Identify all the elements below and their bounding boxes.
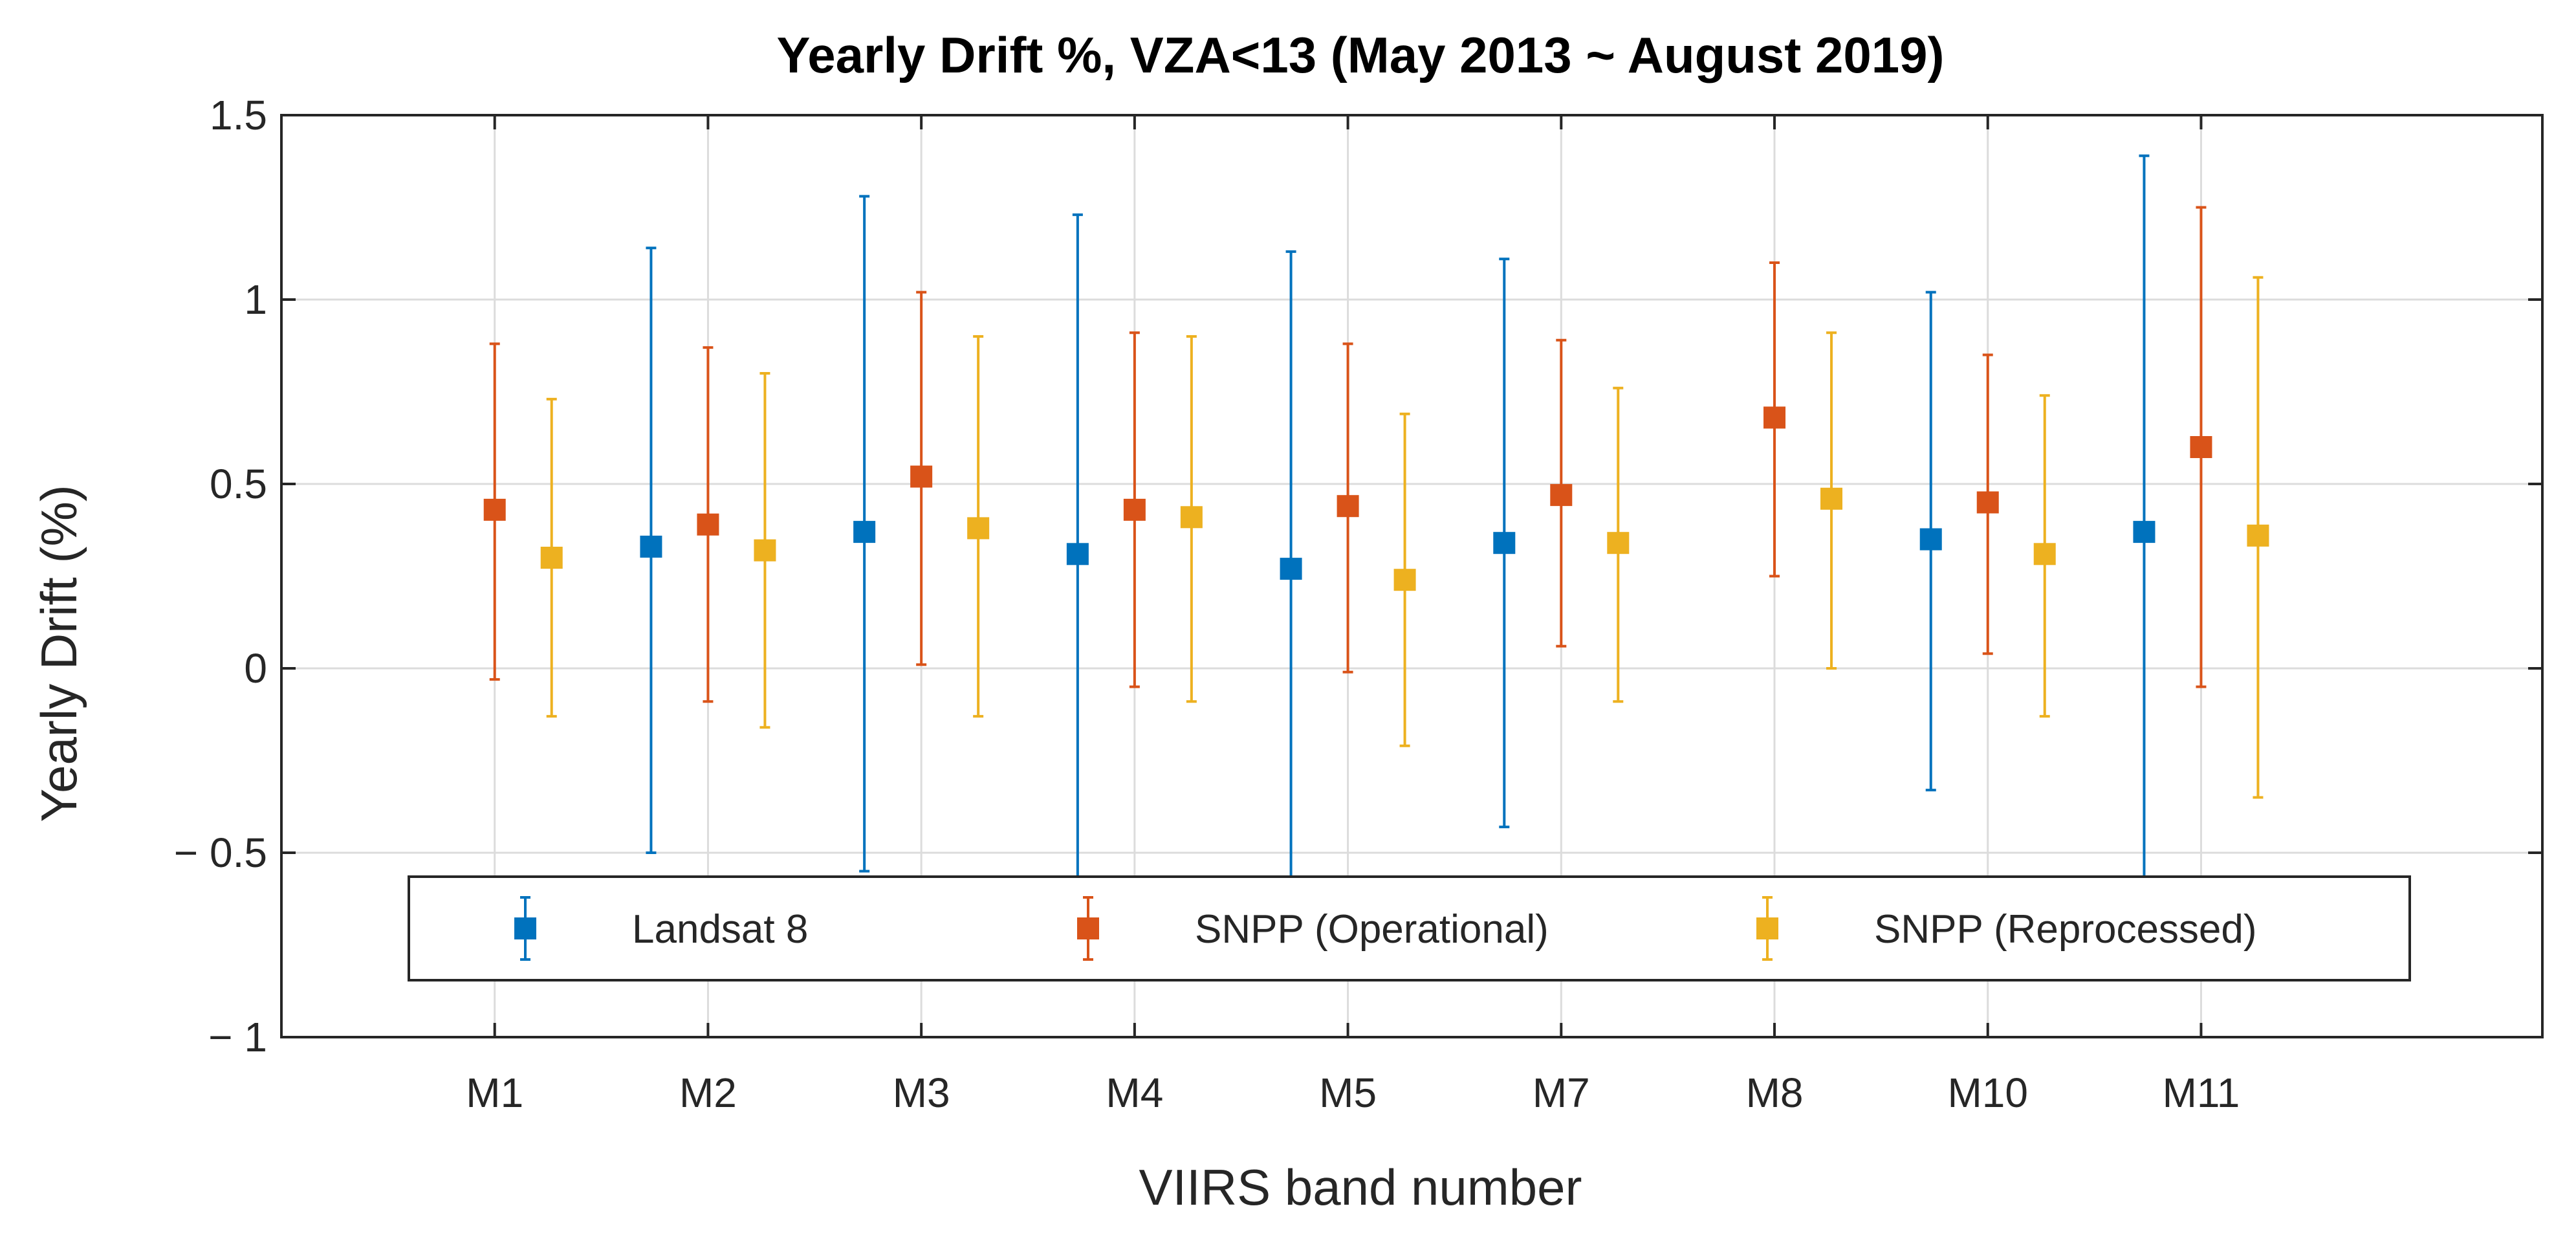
y-tick-label: − 0.5 xyxy=(174,829,267,876)
x-tick-label: M2 xyxy=(679,1069,737,1116)
legend: Landsat 8 SNPP (Operational) SNPP (Reproce… xyxy=(408,875,2411,981)
x-tick-label: M11 xyxy=(2163,1069,2240,1116)
series-snpp-operational xyxy=(483,206,2212,703)
data-point xyxy=(1180,506,1203,529)
plot-area: − 1 − 0.5 0 0.5 1 1.5 M1 M2 M3 M4 M5 M7 M8 M10 M11 Land… xyxy=(174,92,2544,1116)
plot-frame xyxy=(280,114,2544,1038)
data-point xyxy=(1123,498,1146,521)
data-point xyxy=(910,465,933,488)
data-point xyxy=(540,547,563,569)
legend-item: Landsat 8 xyxy=(514,896,808,961)
legend-label: SNPP (Reprocessed) xyxy=(1874,907,2257,952)
x-tick-label: M8 xyxy=(1746,1069,1804,1116)
data-point xyxy=(1919,528,1942,551)
legend-marker-icon xyxy=(514,917,536,939)
data-point xyxy=(1337,495,1359,518)
data-point xyxy=(1493,532,1516,554)
series-landsat-8 xyxy=(640,154,2156,891)
data-point xyxy=(1607,532,1630,554)
data-point xyxy=(1550,484,1573,507)
x-tick-label: M10 xyxy=(1947,1069,2028,1116)
x-tick-label: M1 xyxy=(466,1069,523,1116)
legend-box xyxy=(408,875,2411,981)
y-tick-label: 0.5 xyxy=(210,461,267,507)
data-point xyxy=(640,535,662,558)
chart-title: Yearly Drift %, VZA<13 (May 2013 ~ Augus… xyxy=(777,27,1945,83)
legend-label: Landsat 8 xyxy=(632,907,808,952)
legend-label: SNPP (Operational) xyxy=(1195,907,1549,952)
legend-marker-icon xyxy=(1077,917,1099,939)
data-point xyxy=(2133,521,2156,543)
legend-item: SNPP (Operational) xyxy=(1077,896,1549,961)
data-point xyxy=(697,513,719,536)
data-point xyxy=(967,517,990,540)
series-marks xyxy=(483,154,2269,891)
data-point xyxy=(483,498,506,521)
y-tick-label: 1.5 xyxy=(210,92,267,138)
y-tick-label: 0 xyxy=(244,645,267,692)
data-point xyxy=(1280,558,1302,580)
data-point xyxy=(853,521,876,543)
y-tick-label: − 1 xyxy=(208,1014,267,1060)
data-point xyxy=(2190,436,2212,458)
y-axis-label: Yearly Drift (%) xyxy=(30,485,87,822)
x-tick-label: M4 xyxy=(1106,1069,1163,1116)
data-point xyxy=(1066,543,1089,565)
x-axis-label: VIIRS band number xyxy=(1139,1159,1582,1216)
data-point xyxy=(1393,569,1416,591)
data-point xyxy=(1820,487,1843,510)
legend-marker-icon xyxy=(1756,917,1778,939)
data-point xyxy=(2033,543,2056,565)
legend-item: SNPP (Reprocessed) xyxy=(1756,896,2257,961)
x-tick-label: M5 xyxy=(1319,1069,1377,1116)
data-point xyxy=(1763,406,1786,429)
data-point xyxy=(754,539,776,562)
x-tick-label: M3 xyxy=(893,1069,950,1116)
series-snpp-reprocessed xyxy=(540,276,2269,799)
x-tick-label: M7 xyxy=(1533,1069,1590,1116)
data-point xyxy=(2247,524,2269,547)
y-tick-label: 1 xyxy=(244,276,267,323)
data-point xyxy=(1976,491,1999,514)
